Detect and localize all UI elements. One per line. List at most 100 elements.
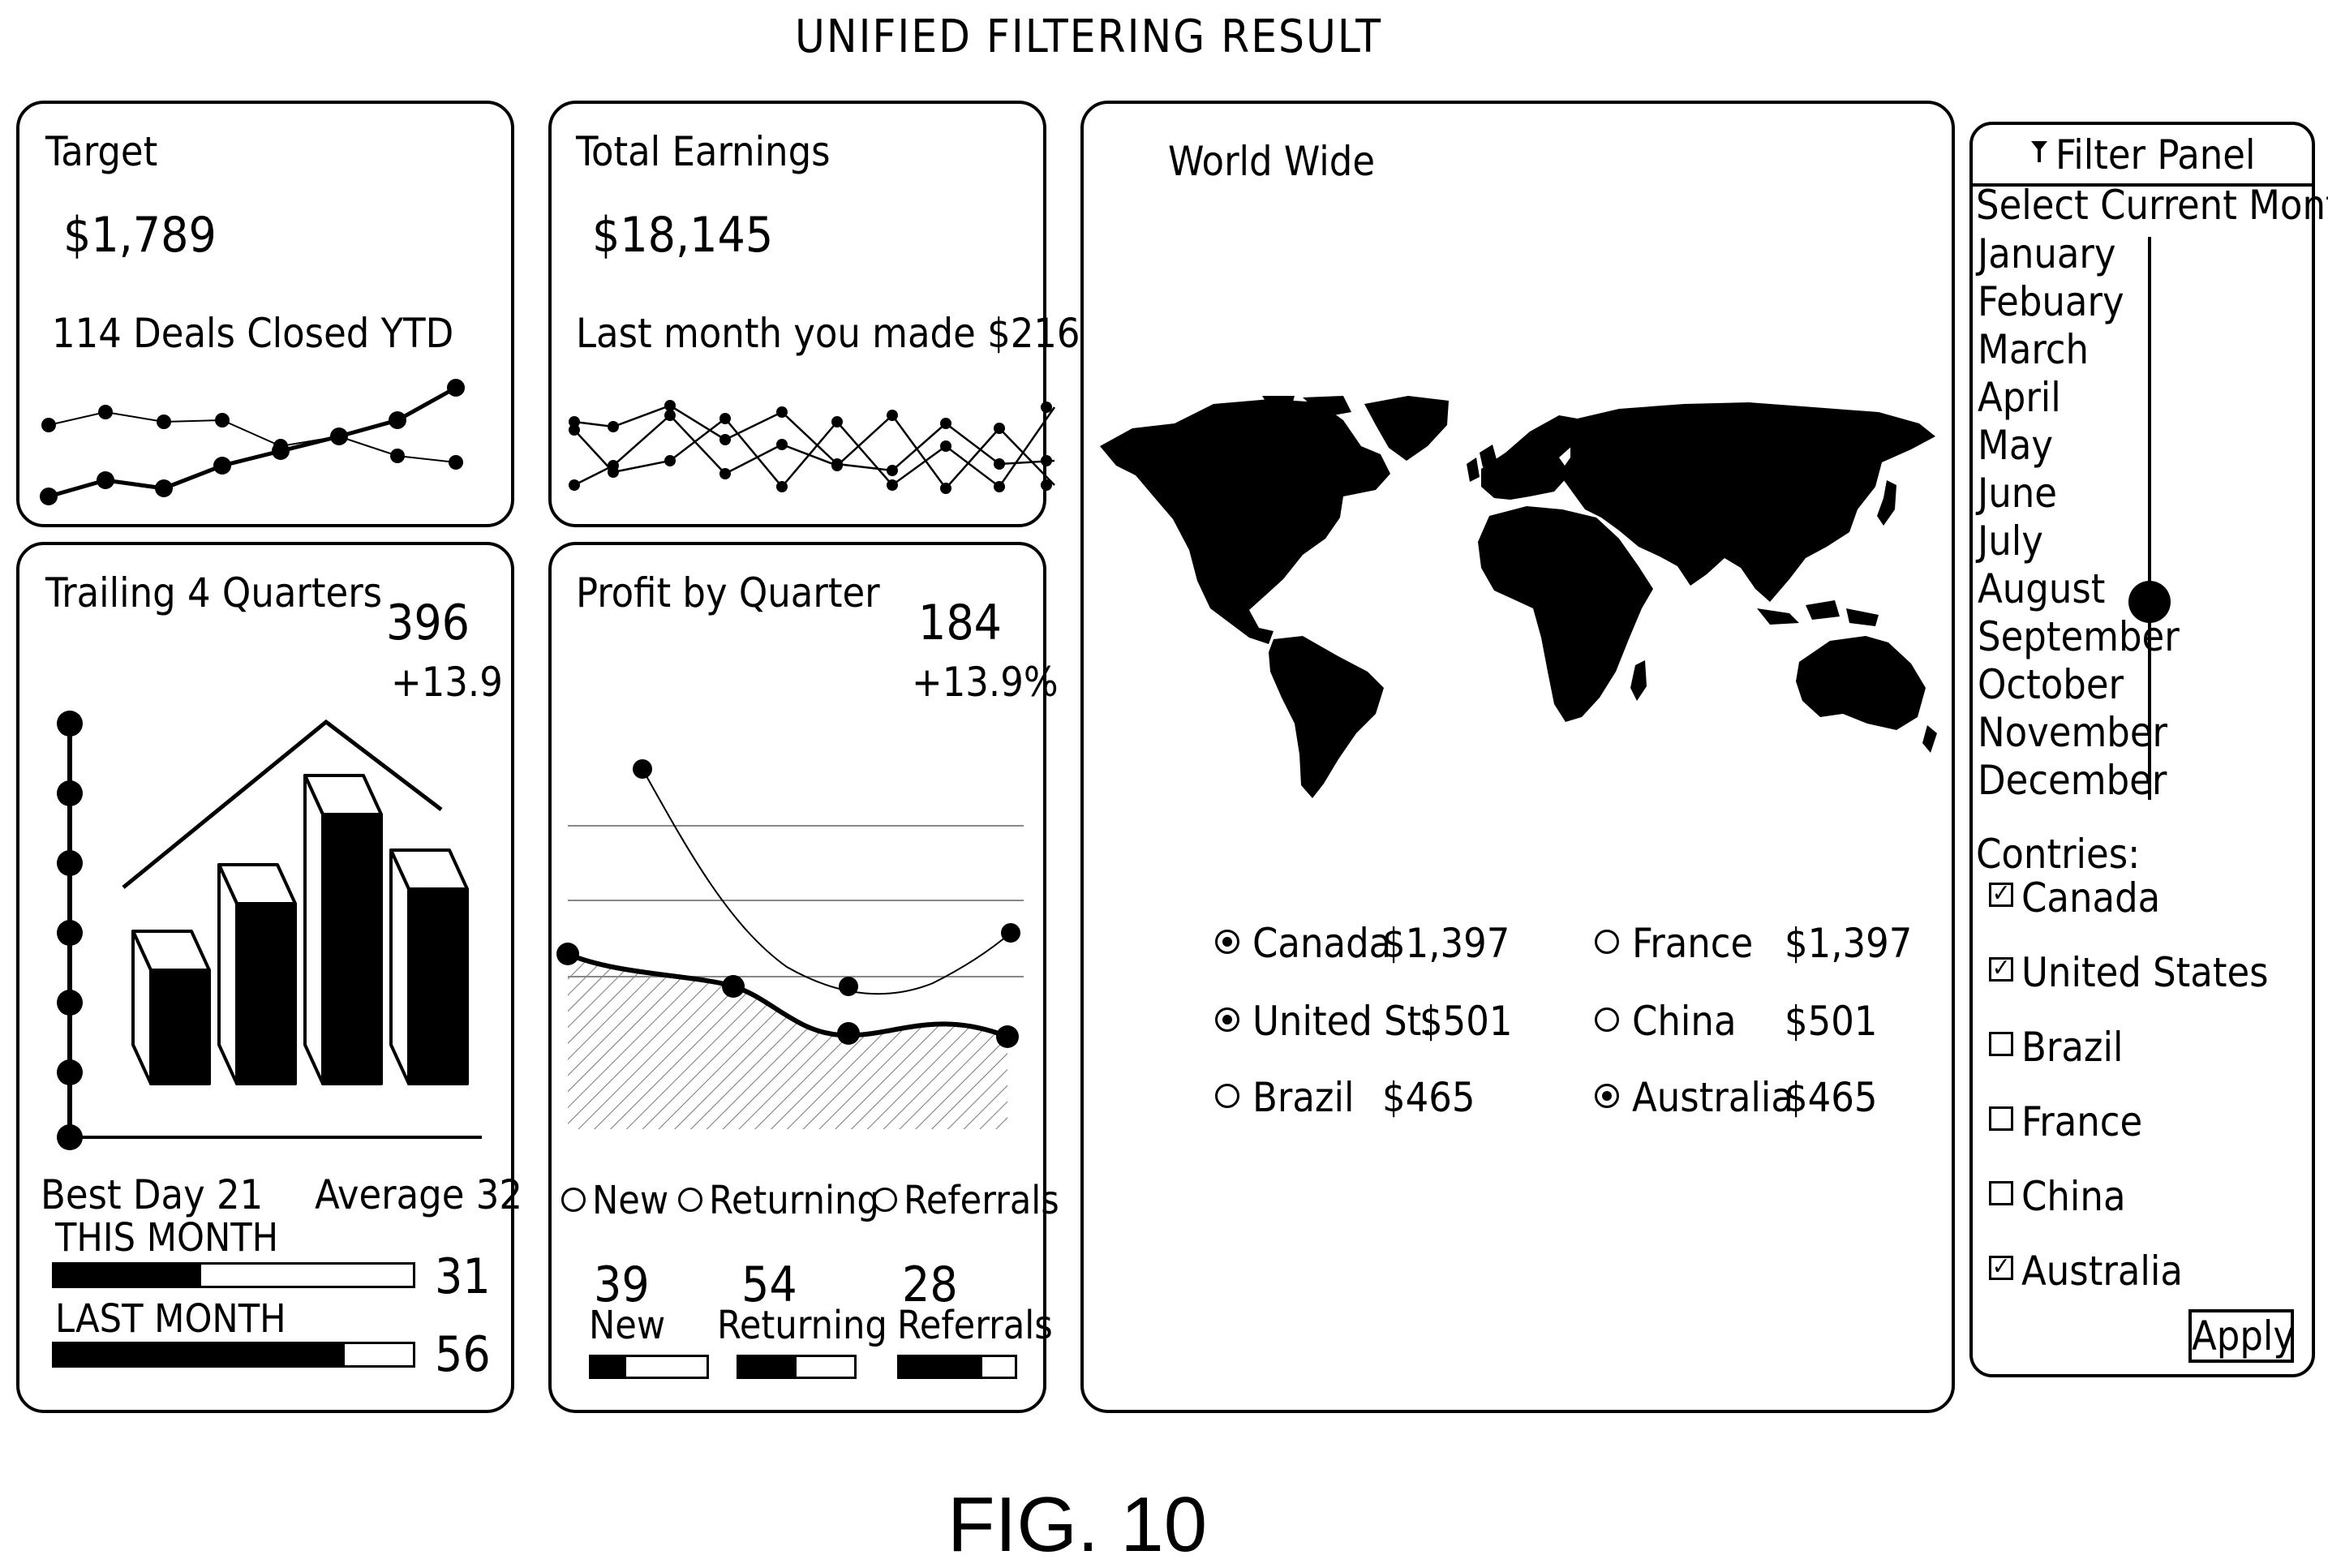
country-radio-brazil[interactable] <box>1215 1084 1239 1108</box>
country-checkbox-label: Brazil <box>2021 1024 2124 1071</box>
trailing-bar-chart <box>57 711 482 1150</box>
target-sparkline-point <box>157 415 171 429</box>
country-checkbox-australia[interactable]: ✓ <box>1989 1255 2013 1280</box>
country-radio-united-states[interactable] <box>1215 1007 1239 1032</box>
page-title: UNIFIED FILTERING RESULT <box>795 11 1383 63</box>
profit-delta: +13.9% <box>912 659 1059 706</box>
target-sparkline-point <box>215 413 230 427</box>
trailing-title: Trailing 4 Quarters <box>45 569 383 616</box>
legend-returning-label: Returning <box>709 1178 879 1223</box>
target-amount: $1,789 <box>63 207 217 264</box>
filter-header <box>1973 125 2312 187</box>
month-option[interactable]: July <box>1978 518 2043 565</box>
profit-point <box>1001 923 1020 943</box>
target-sparkline-point <box>389 411 406 429</box>
filter-funnel-icon <box>2031 141 2047 162</box>
this-month-value: 31 <box>435 1248 491 1305</box>
filter-title: Filter Panel <box>2055 131 2256 178</box>
legend-new-radio[interactable] <box>561 1188 586 1212</box>
month-select-label: Select Current Month: <box>1976 182 2328 229</box>
country-checkbox-canada[interactable]: ✓ <box>1989 882 2013 907</box>
legend-referrals-label: Referrals <box>904 1178 1059 1223</box>
stat-new-value: 39 <box>594 1257 650 1313</box>
target-sparkline <box>40 379 465 505</box>
stat-new-bar <box>589 1355 709 1379</box>
month-slider-track[interactable] <box>2148 237 2151 800</box>
month-option[interactable]: December <box>1978 757 2167 804</box>
country-value-china: $501 <box>1785 998 1878 1045</box>
profit-value: 184 <box>918 595 1003 651</box>
country-checkbox-label: Canada <box>2021 874 2161 921</box>
figure-label: FIG. 10 <box>947 1481 1208 1568</box>
trailing-bar <box>217 863 297 1085</box>
month-option[interactable]: January <box>1978 230 2116 277</box>
last-month-bar-fill <box>54 1344 346 1365</box>
trailing-bar <box>131 930 211 1085</box>
last-month-label: LAST MONTH <box>55 1296 286 1342</box>
country-checkbox-label: France <box>2021 1098 2143 1145</box>
best-day-label: Best Day 21 <box>41 1171 264 1218</box>
country-value-united-states: $501 <box>1420 998 1513 1045</box>
target-sparkline-point <box>41 418 56 432</box>
target-sparkline-point <box>213 457 231 475</box>
target-sparkline-point <box>447 379 465 397</box>
last-month-value: 56 <box>435 1326 491 1383</box>
earnings-subtitle: Last month you made $2164 <box>576 310 1104 357</box>
trailing-value: 396 <box>386 595 470 651</box>
stat-returning-value: 54 <box>741 1257 797 1313</box>
profit-title: Profit by Quarter <box>576 569 880 616</box>
country-checkbox-brazil[interactable] <box>1989 1032 2013 1056</box>
filter-panel: Filter Panel Select Current Month: Janua… <box>1969 122 2328 1377</box>
legend-referrals-radio[interactable] <box>873 1188 897 1212</box>
country-radio-canada[interactable] <box>1215 930 1239 954</box>
month-option[interactable]: May <box>1978 422 2053 469</box>
country-radio-china[interactable] <box>1595 1007 1619 1032</box>
month-option[interactable]: April <box>1978 374 2061 421</box>
trailing-delta: +13.9 <box>391 659 503 706</box>
trailing-bar <box>303 774 383 1085</box>
profit-line-chart <box>556 759 1024 1129</box>
month-option-selected[interactable]: August <box>1978 565 2106 612</box>
target-sparkline-point <box>40 488 58 505</box>
this-month-bar <box>52 1262 415 1288</box>
country-checkbox-united-states[interactable]: ✓ <box>1989 956 2013 982</box>
target-title: Target <box>45 128 158 175</box>
month-option[interactable]: Febuary <box>1978 278 2124 325</box>
target-sparkline-point <box>97 471 114 489</box>
month-option[interactable]: October <box>1978 661 2124 708</box>
month-slider-handle[interactable] <box>2128 581 2171 623</box>
target-panel: Target $1,789 114 Deals Closed YTD <box>16 101 514 527</box>
legend-returning-radio[interactable] <box>678 1188 702 1212</box>
month-option[interactable]: November <box>1978 709 2168 756</box>
country-checkbox-label: Australia <box>2021 1248 2183 1295</box>
country-name-france: France <box>1632 920 1754 967</box>
stat-referrals-label: Referrals <box>897 1303 1053 1348</box>
world-map <box>1100 396 1937 798</box>
country-name-brazil: Brazil <box>1252 1074 1355 1121</box>
country-checkbox-france[interactable] <box>1989 1106 2013 1131</box>
stat-new-label: New <box>589 1303 666 1348</box>
country-checkbox-label: United States <box>2021 949 2269 996</box>
country-radio-france[interactable] <box>1595 930 1619 954</box>
profit-point <box>722 975 745 998</box>
month-option[interactable]: March <box>1978 326 2090 373</box>
target-sparkline-point <box>449 455 463 470</box>
earnings-title: Total Earnings <box>576 128 831 175</box>
country-value-canada: $1,397 <box>1382 920 1510 967</box>
stat-referrals-value: 28 <box>902 1257 958 1313</box>
stat-referrals-bar-fill <box>900 1357 983 1377</box>
country-radio-australia[interactable] <box>1595 1084 1619 1108</box>
country-name-canada: Canada <box>1252 920 1392 967</box>
apply-button[interactable]: Apply <box>2188 1309 2295 1363</box>
month-option[interactable]: June <box>1978 470 2057 517</box>
country-value-france: $1,397 <box>1785 920 1913 967</box>
stat-referrals-bar <box>897 1355 1017 1379</box>
profit-point <box>556 943 579 965</box>
month-option[interactable]: September <box>1978 613 2180 660</box>
target-sparkline-point <box>98 405 113 419</box>
target-sparkline-point <box>272 442 290 460</box>
stat-returning-bar-fill <box>739 1357 797 1377</box>
world-panel: World Wide <box>1080 101 1955 1413</box>
stat-returning-bar <box>737 1355 857 1379</box>
country-checkbox-china[interactable] <box>1989 1181 2013 1205</box>
